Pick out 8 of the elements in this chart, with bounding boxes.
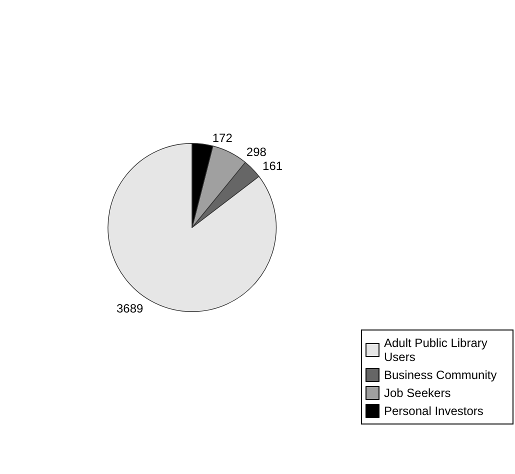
legend-label: Business Community bbox=[384, 368, 497, 382]
data-label: 161 bbox=[262, 159, 283, 174]
legend-label: Personal Investors bbox=[384, 404, 484, 418]
data-label: 172 bbox=[212, 131, 233, 146]
legend-label: Adult Public Library Users bbox=[384, 336, 491, 364]
data-label: 298 bbox=[246, 145, 267, 160]
data-label: 3689 bbox=[116, 301, 144, 316]
legend-label: Job Seekers bbox=[384, 386, 451, 400]
